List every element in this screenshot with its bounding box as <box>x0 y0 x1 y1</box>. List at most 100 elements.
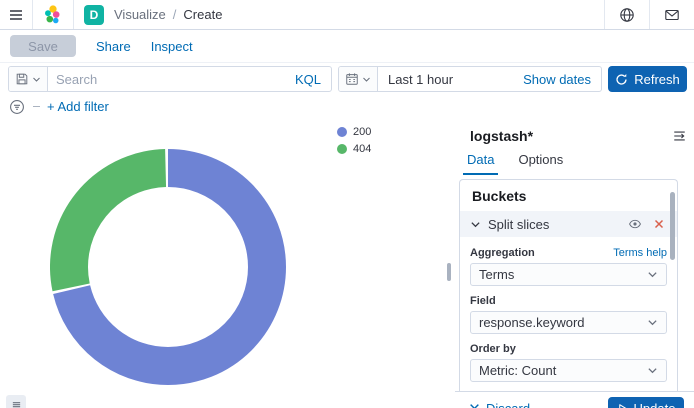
buckets-panel: Buckets Split slices Aggregation <box>459 179 678 391</box>
discard-label: Discard <box>486 401 530 408</box>
index-pattern-title: logstash* <box>470 128 534 144</box>
split-slices-row[interactable]: Split slices <box>460 211 677 237</box>
filter-bar: + Add filter <box>0 95 694 118</box>
nav-divider <box>649 0 650 29</box>
order-by-select[interactable]: Metric: Count <box>470 359 667 382</box>
saved-query-menu-button[interactable] <box>9 67 48 91</box>
discard-button[interactable]: Discard <box>469 401 530 408</box>
editor-panel-header: logstash* <box>455 118 694 147</box>
list-icon <box>12 401 20 408</box>
bucket-form: Aggregation Terms help Terms Field respo… <box>460 237 677 382</box>
add-filter-link[interactable]: + Add filter <box>47 99 109 114</box>
filter-options-button[interactable] <box>8 98 26 116</box>
time-range-value[interactable]: Last 1 hour <box>388 71 454 87</box>
editor-tabs: Data Options <box>455 147 694 175</box>
donut-chart[interactable] <box>50 149 286 385</box>
order-by-label: Order by <box>470 343 516 355</box>
aggregation-label-row: Aggregation Terms help <box>470 247 667 259</box>
order-by-label-row: Order by <box>470 343 667 355</box>
legend-toggle-button[interactable] <box>6 395 26 408</box>
update-label: Update <box>634 401 676 408</box>
field-value: response.keyword <box>479 315 585 330</box>
breadcrumb-create: Create <box>183 7 223 22</box>
panel-resizer <box>443 118 455 408</box>
legend-item-404[interactable]: 404 <box>337 143 371 155</box>
calendar-icon <box>346 73 358 85</box>
elastic-logo-icon <box>45 4 60 23</box>
toggle-visibility-button[interactable] <box>626 216 644 232</box>
hamburger-icon <box>10 9 22 20</box>
panel-scrollbar[interactable] <box>670 192 675 260</box>
date-picker: Last 1 hour Show dates <box>338 66 602 92</box>
chevron-down-icon[interactable] <box>470 219 481 230</box>
update-button[interactable]: Update <box>608 396 684 408</box>
share-link[interactable]: Share <box>96 38 131 54</box>
chart-legend: 200 404 <box>337 126 371 155</box>
legend-label: 404 <box>353 143 372 155</box>
chevron-down-icon <box>647 269 658 280</box>
breadcrumb-visualize[interactable]: Visualize <box>114 7 166 22</box>
split-slices-label: Split slices <box>488 216 550 232</box>
legend-dot-404 <box>337 144 347 154</box>
editor-panel-footer: Discard Update <box>455 391 694 408</box>
aggregation-select[interactable]: Terms <box>470 263 667 286</box>
legend-item-200[interactable]: 200 <box>337 126 371 138</box>
aggregation-value: Terms <box>479 267 515 282</box>
tab-data[interactable]: Data <box>463 149 499 175</box>
close-icon <box>654 219 664 229</box>
pie-slice-200[interactable] <box>50 149 286 385</box>
buckets-heading: Buckets <box>472 188 527 204</box>
show-dates-link[interactable]: Show dates <box>523 71 591 87</box>
visualize-toolbar: Save Share Inspect <box>0 30 694 63</box>
nav-divider <box>73 0 74 29</box>
order-by-value: Metric: Count <box>479 363 557 378</box>
hamburger-menu-button[interactable] <box>0 0 32 29</box>
inspect-link[interactable]: Inspect <box>150 38 193 54</box>
chevron-down-icon <box>33 77 40 82</box>
field-label-row: Field <box>470 295 667 307</box>
resize-grip[interactable] <box>447 262 451 281</box>
chevron-down-icon <box>363 77 370 82</box>
globe-icon <box>620 7 634 22</box>
tab-options[interactable]: Options <box>514 149 567 175</box>
save-button[interactable]: Save <box>10 35 76 57</box>
collapse-panel-icon <box>673 131 685 141</box>
chevron-down-icon <box>647 365 658 376</box>
filter-bar-divider <box>33 106 40 107</box>
breadcrumb: Visualize / Create <box>114 0 222 29</box>
terms-help-link[interactable]: Terms help <box>613 247 667 259</box>
nav-divider <box>32 0 33 29</box>
play-icon <box>618 404 626 408</box>
breadcrumb-separator: / <box>172 7 177 22</box>
query-bar: KQL Last 1 hour Show dates Refresh <box>0 63 694 95</box>
eye-icon <box>629 219 641 229</box>
nav-divider <box>604 0 605 29</box>
space-badge[interactable]: D <box>84 4 104 25</box>
filter-icon <box>10 99 24 114</box>
close-icon <box>470 404 479 408</box>
pie-slice-404[interactable] <box>50 149 286 385</box>
refresh-button[interactable]: Refresh <box>608 66 687 92</box>
mail-button[interactable] <box>650 0 694 29</box>
field-select[interactable]: response.keyword <box>470 311 667 334</box>
chart-area: 200 404 <box>0 118 443 408</box>
main-content: 200 404 logstash* <box>0 118 694 408</box>
legend-dot-200 <box>337 127 347 137</box>
aggregation-label: Aggregation <box>470 247 535 259</box>
mail-icon <box>665 9 679 20</box>
refresh-label: Refresh <box>634 71 680 87</box>
elastic-logo <box>33 0 73 29</box>
visualization-editor-panel: logstash* Data Options Buckets Split sli… <box>455 118 694 408</box>
refresh-icon <box>616 73 627 85</box>
collapse-panel-button[interactable] <box>668 127 690 145</box>
field-label: Field <box>470 295 496 307</box>
remove-bucket-button[interactable] <box>651 216 667 232</box>
nav-right <box>604 0 694 29</box>
search-input[interactable] <box>48 67 285 91</box>
legend-label: 200 <box>353 126 372 138</box>
query-language-button[interactable]: KQL <box>294 71 321 87</box>
globe-button[interactable] <box>605 0 649 29</box>
search-bar: KQL <box>8 66 332 92</box>
date-quick-select-button[interactable] <box>339 67 378 91</box>
